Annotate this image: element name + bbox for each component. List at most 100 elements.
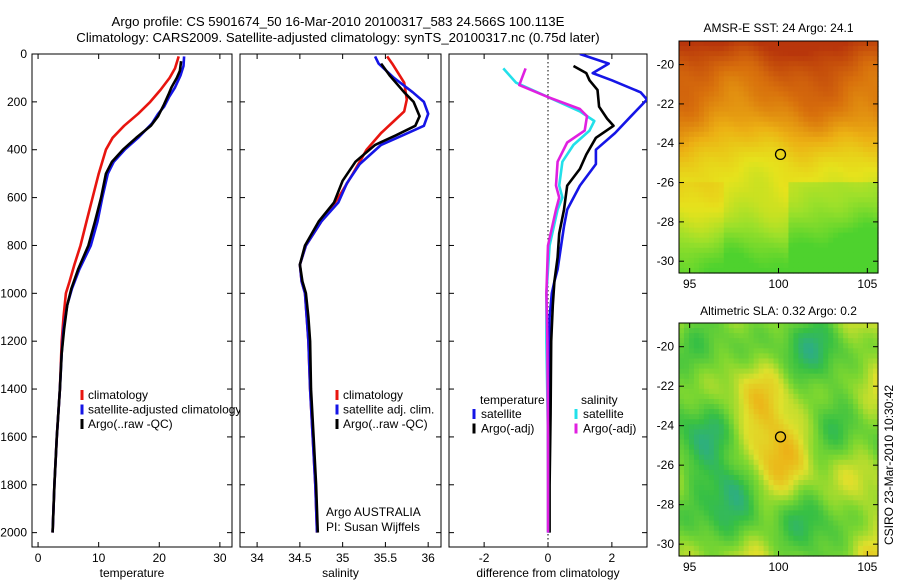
map-cell: [863, 459, 869, 466]
map-cell: [833, 207, 839, 214]
map-cell: [713, 146, 720, 153]
map-cell: [723, 136, 730, 143]
map-cell: [728, 373, 735, 380]
map-cell: [738, 41, 745, 47]
map-cell: [748, 237, 755, 244]
map-cell: [698, 530, 705, 537]
map-cell: [698, 505, 705, 512]
map-cell: [838, 136, 844, 143]
map-cell: [853, 520, 859, 527]
map-cell: [708, 121, 715, 128]
map-cell: [813, 212, 819, 219]
map-cell: [813, 86, 819, 93]
map-cell: [793, 232, 799, 239]
map-cell: [778, 262, 785, 269]
map-cell: [858, 474, 864, 481]
map-cell: [728, 469, 735, 476]
map-cell: [713, 459, 720, 466]
map-cell: [753, 101, 760, 108]
map-cell: [728, 247, 735, 254]
map-cell: [803, 378, 809, 385]
map-cell: [763, 434, 770, 441]
map-cell: [803, 515, 809, 522]
map-cell: [679, 398, 685, 405]
map-cell: [718, 262, 725, 269]
map-cell: [688, 232, 695, 239]
map-cell: [763, 323, 770, 329]
map-cell: [773, 202, 780, 209]
map-cell: [688, 262, 695, 269]
map-cell: [858, 101, 864, 108]
map-cell: [688, 106, 695, 113]
map-cell: [693, 91, 700, 98]
map-cell: [713, 348, 720, 354]
map-cell: [808, 449, 814, 456]
map-cell: [778, 469, 785, 476]
map-cell: [808, 172, 814, 178]
map-cell: [848, 81, 854, 87]
map-cell: [808, 182, 814, 188]
map-cell: [873, 76, 879, 82]
y-tick-label: 1400: [0, 382, 27, 396]
map-cell: [783, 202, 790, 209]
map-cell: [718, 202, 725, 209]
map-cell: [758, 51, 765, 57]
map-cell: [838, 252, 844, 259]
map-cell: [743, 242, 750, 249]
map-cell: [853, 187, 859, 193]
map-cell: [758, 459, 765, 466]
map-cell: [718, 530, 725, 537]
map-cell: [738, 136, 745, 143]
map-cell: [823, 121, 829, 128]
map-cell: [753, 520, 760, 527]
map-cell: [813, 172, 819, 178]
map-cell: [773, 192, 780, 198]
map-cell: [693, 167, 700, 173]
map-cell: [843, 459, 849, 466]
map-cell: [683, 182, 690, 188]
map-cell: [758, 131, 765, 138]
map-cell: [838, 187, 844, 193]
map-cell: [693, 212, 700, 219]
map-cell: [713, 525, 720, 532]
map-cell: [863, 242, 869, 249]
map-cell: [683, 439, 690, 446]
map-cell: [813, 449, 819, 456]
map-cell: [679, 338, 685, 344]
map-cell: [703, 409, 710, 415]
map-cell: [843, 41, 849, 47]
map-cell: [683, 136, 690, 143]
map-cell: [683, 101, 690, 108]
map-cell: [718, 197, 725, 203]
map-cell: [753, 232, 760, 239]
map-cell: [708, 535, 715, 542]
map-cell: [693, 530, 700, 537]
map-cell: [858, 61, 864, 67]
map-cell: [788, 383, 795, 390]
map-cell: [683, 490, 690, 496]
map-cell: [853, 535, 859, 542]
map-cell: [813, 111, 819, 118]
map-cell: [758, 429, 765, 436]
map-cell: [743, 222, 750, 229]
series-line-2: [548, 64, 615, 533]
argo-location-marker: [774, 148, 787, 161]
map-cell: [679, 202, 685, 209]
map-cell: [778, 328, 785, 334]
map-cell: [748, 419, 755, 425]
map-cell: [723, 217, 730, 224]
map-cell: [753, 459, 760, 466]
map-cell: [823, 81, 829, 87]
map-cell: [813, 192, 819, 198]
map-cell: [828, 141, 834, 148]
map-cell: [843, 333, 849, 339]
map-cell: [838, 151, 844, 158]
map-cell: [768, 343, 775, 349]
map-cell: [803, 187, 809, 193]
map-cell: [838, 495, 844, 501]
map-cell: [733, 358, 740, 365]
map-cell: [688, 353, 695, 360]
map-cell: [858, 126, 864, 133]
map-cell: [758, 232, 765, 239]
map-cell: [868, 530, 874, 537]
